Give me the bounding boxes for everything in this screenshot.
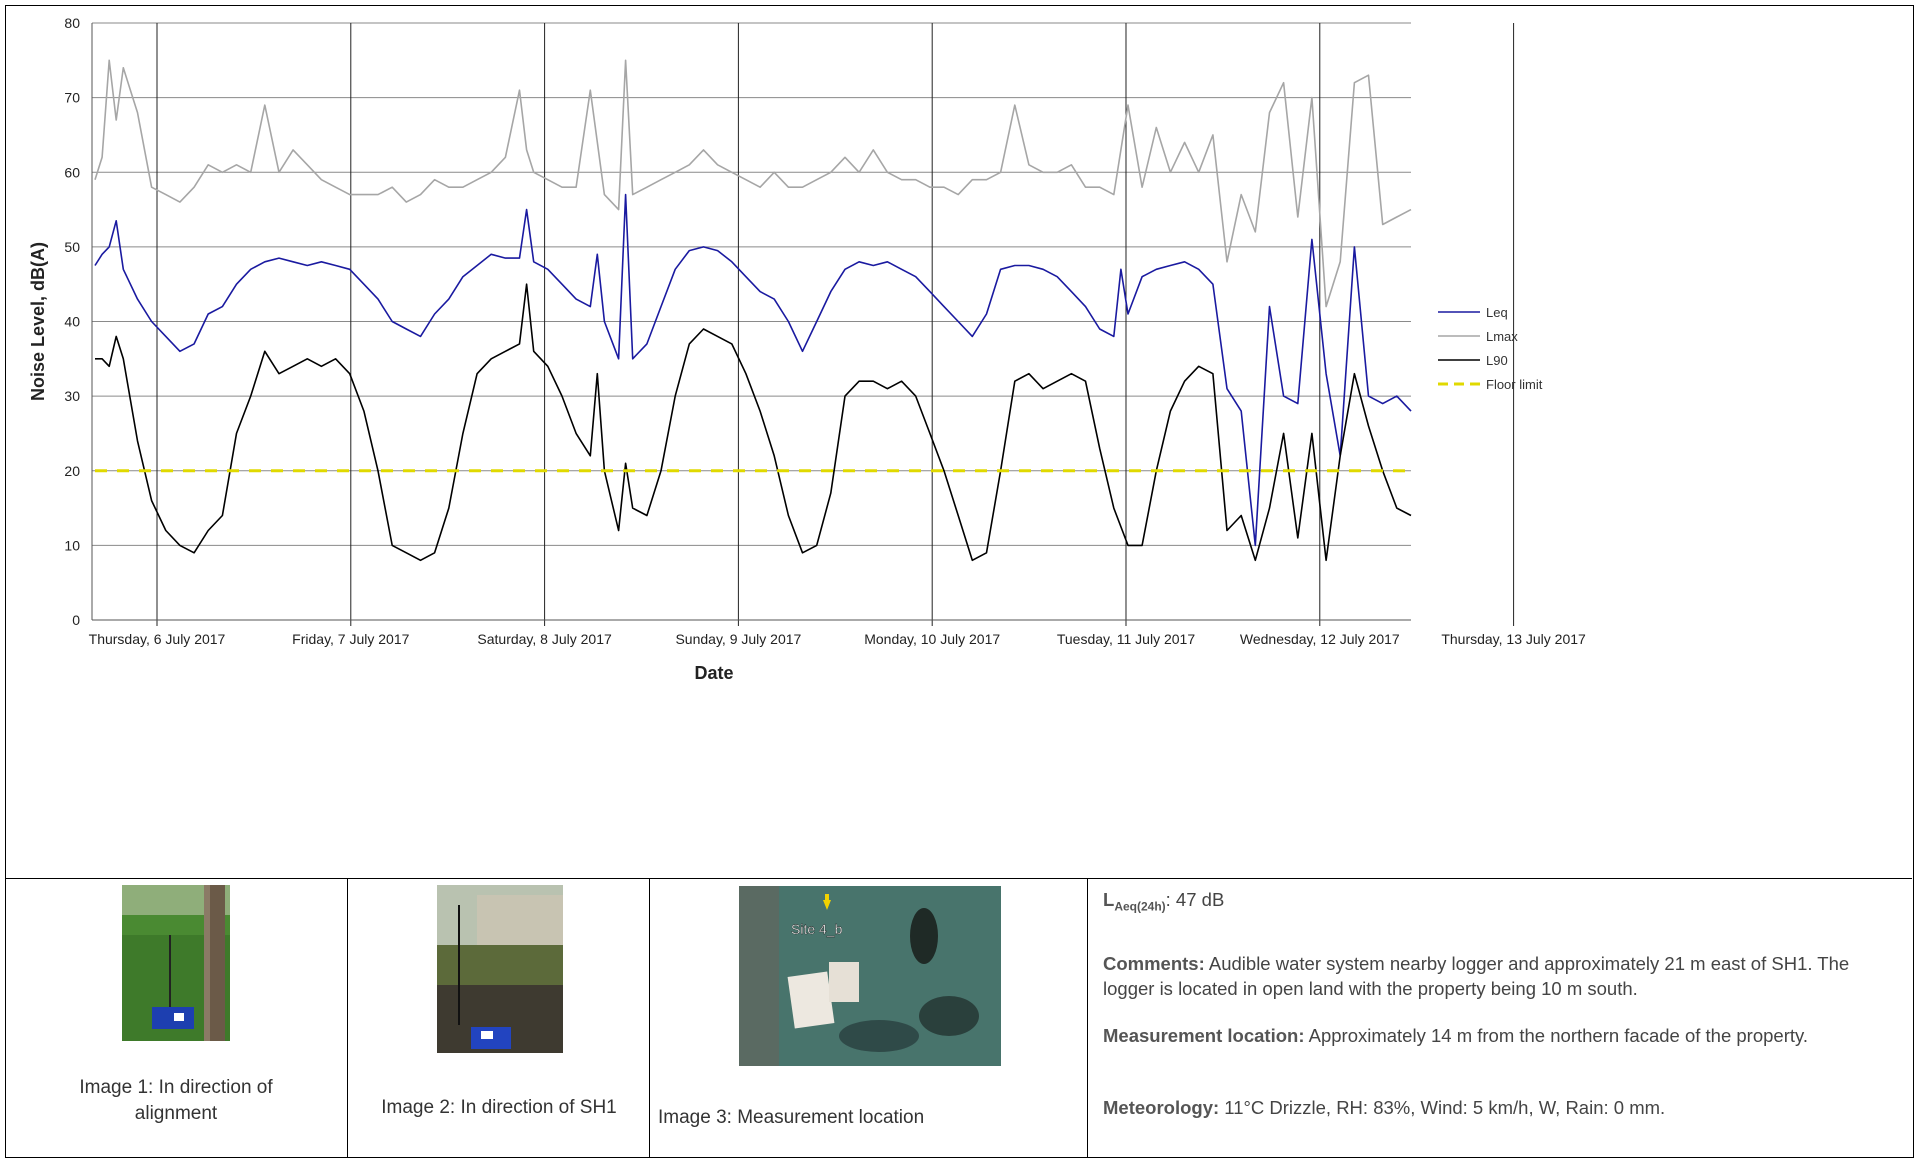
y-tick-label: 50 xyxy=(64,239,80,255)
chart-svg: 0 10 20 30 40 50 60 70 80 Thursday, 6 July 2017 Fr… xyxy=(28,15,1586,683)
meteorology-line: Meteorology: 11°C Drizzle, RH: 83%, Wind… xyxy=(1103,1095,1893,1120)
report-frame: 0 10 20 30 40 50 60 70 80 Thursday, 6 July 2017 Fr… xyxy=(5,5,1914,1158)
x-tick-label: Tuesday, 11 July 2017 xyxy=(1057,631,1195,647)
legend-label: Lmax xyxy=(1486,329,1518,344)
legend-label: Floor limit xyxy=(1486,377,1543,392)
y-tick-label: 30 xyxy=(64,388,80,404)
image-2-caption: Image 2: In direction of SH1 xyxy=(381,1097,617,1118)
photo-alignment xyxy=(122,885,230,1041)
image-1-cell: Image 1: In direction of alignment xyxy=(6,879,348,1158)
image-3-cell: Site 4_b Image 3: Measurement location xyxy=(650,879,1088,1158)
y-tick-label: 20 xyxy=(64,463,80,479)
x-tick-label: Monday, 10 July 2017 xyxy=(864,631,1000,647)
location-text: Approximately 14 m from the northern fac… xyxy=(1304,1025,1809,1046)
comments-text: Audible water system nearby logger and a… xyxy=(1103,953,1850,999)
location-label: Measurement location: xyxy=(1103,1025,1305,1046)
y-axis-title: Noise Level, dB(A) xyxy=(28,242,48,401)
photo-map: Site 4_b xyxy=(739,886,1001,1066)
laeq-line: LAeq(24h): 47 dB xyxy=(1103,889,1225,914)
location-line: Measurement location: Approximately 14 m… xyxy=(1103,1023,1893,1048)
x-tick-label: Thursday, 6 July 2017 xyxy=(89,631,226,647)
laeq-label: LAeq(24h) xyxy=(1103,889,1166,914)
meteorology-text: 11°C Drizzle, RH: 83%, Wind: 5 km/h, W, … xyxy=(1219,1097,1666,1118)
x-tick-label: Friday, 7 July 2017 xyxy=(292,631,409,647)
x-tick-label: Thursday, 13 July 2017 xyxy=(1441,631,1586,647)
series-line-leq xyxy=(94,193,1412,547)
y-tick-label: 40 xyxy=(64,314,80,330)
legend-label: Leq xyxy=(1486,305,1508,320)
measurement-info: LAeq(24h): 47 dB Comments: Audible water… xyxy=(1088,879,1908,1158)
bottom-info-row: Image 1: In direction of alignment Image… xyxy=(6,878,1912,1160)
series-line-l90 xyxy=(95,283,1412,562)
x-tick-label: Sunday, 9 July 2017 xyxy=(675,631,801,647)
y-tick-label: 10 xyxy=(64,537,80,553)
y-tick-label: 80 xyxy=(64,15,80,31)
comments-label: Comments: xyxy=(1103,953,1205,974)
image-1-caption: Image 1: In direction of alignment xyxy=(79,1077,273,1124)
noise-chart: 0 10 20 30 40 50 60 70 80 Thursday, 6 July 2017 Fr… xyxy=(6,6,1912,878)
legend-label: L90 xyxy=(1486,353,1508,368)
y-tick-label: 0 xyxy=(72,612,80,628)
comments-line: Comments: Audible water system nearby lo… xyxy=(1103,951,1893,1001)
image-3-caption: Image 3: Measurement location xyxy=(658,1107,925,1128)
x-axis-title: Date xyxy=(694,663,733,683)
map-site-label: Site 4_b xyxy=(791,921,843,937)
image-2-cell: Image 2: In direction of SH1 xyxy=(348,879,650,1158)
photo-sh1 xyxy=(437,885,563,1053)
series-line-lmax xyxy=(94,59,1412,308)
y-tick-label: 60 xyxy=(64,164,80,180)
meteorology-label: Meteorology: xyxy=(1103,1097,1220,1118)
x-tick-label: Saturday, 8 July 2017 xyxy=(477,631,612,647)
x-tick-label: Wednesday, 12 July 2017 xyxy=(1240,631,1400,647)
y-tick-label: 70 xyxy=(64,90,80,106)
